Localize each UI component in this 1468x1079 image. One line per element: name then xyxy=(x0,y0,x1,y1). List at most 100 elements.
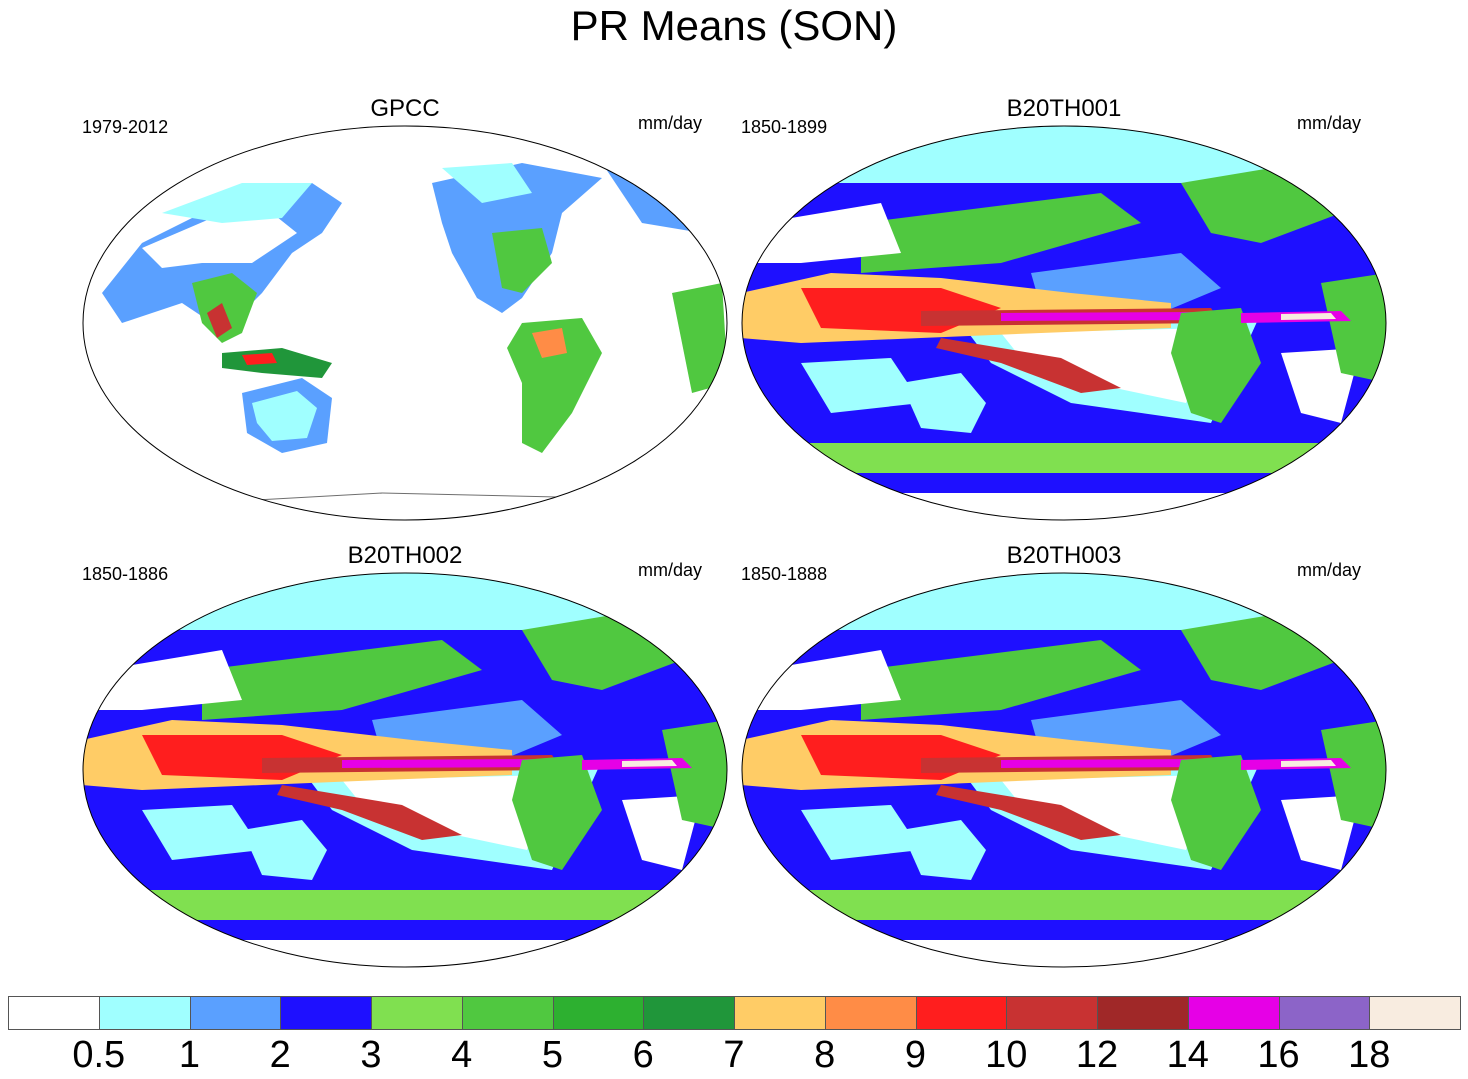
precip-spac-dry xyxy=(1001,775,1211,850)
precip-southern-storm xyxy=(83,890,727,920)
colorbar-tick-label: 0.5 xyxy=(72,1034,126,1076)
colorbar-tick-label: 3 xyxy=(360,1034,382,1076)
precip-spcz xyxy=(936,785,1121,840)
map-border xyxy=(741,572,1387,968)
colorbar-tick-label: 16 xyxy=(1257,1034,1300,1076)
colorbar-tick-label: 5 xyxy=(541,1034,564,1076)
precip-asia-dry xyxy=(92,650,242,710)
colorbar-tick-label: 1 xyxy=(178,1034,201,1076)
colorbar-swatch xyxy=(8,996,100,1030)
land-australia-dry xyxy=(252,391,317,441)
precip-australia xyxy=(901,820,986,880)
precip-spac-dry xyxy=(342,775,552,850)
precip-npac-storm xyxy=(861,193,1141,273)
land-south-america xyxy=(507,318,602,453)
colorbar-swatch xyxy=(734,996,826,1030)
panel-title: GPCC xyxy=(370,95,440,122)
map-border xyxy=(82,572,728,968)
precip-amazon xyxy=(1171,755,1261,870)
precip-polar-north xyxy=(83,573,727,630)
land-na-north xyxy=(442,163,532,203)
map-b20th001 xyxy=(741,125,1387,521)
colorbar-swatch xyxy=(189,996,282,1030)
panel-title: B20TH002 xyxy=(347,542,463,569)
colorbar-labels: 0.5 1 2 3 4 5 6 7 8 9 10 12 14 16 18 xyxy=(8,1034,1460,1079)
precip-itcz-core xyxy=(1001,759,1211,768)
precip-sindian-dry xyxy=(142,805,262,860)
precip-itcz-core xyxy=(1001,312,1211,321)
land-asia-dry xyxy=(142,213,297,268)
colorbar-tick-label: 2 xyxy=(269,1034,291,1076)
panel-b20th001: B20TH001 1850-1899 mm/day xyxy=(741,95,1401,535)
panel-title: B20TH003 xyxy=(1006,542,1122,569)
precip-southern-storm xyxy=(742,443,1386,473)
colorbar-tick-label: 14 xyxy=(1166,1034,1209,1076)
colorbar-swatch xyxy=(1369,996,1461,1030)
precip-africa xyxy=(662,720,727,830)
precip-africa xyxy=(1321,720,1386,830)
precip-amazon xyxy=(512,755,602,870)
precip-amazon xyxy=(1171,308,1261,423)
colorbar-swatch xyxy=(1006,996,1098,1030)
map-b20th002 xyxy=(82,572,728,968)
colorbar-tick-label: 12 xyxy=(1075,1034,1119,1076)
precip-spcz xyxy=(277,785,462,840)
land-siberia xyxy=(162,183,312,223)
panel-units: mm/day xyxy=(1296,560,1361,580)
land-na-east xyxy=(492,228,552,293)
colorbar-tick-label: 9 xyxy=(904,1034,927,1076)
colorbar xyxy=(8,996,1461,1030)
colorbar-tick-label: 8 xyxy=(814,1034,836,1076)
land-se-asia-wet xyxy=(207,303,232,338)
colorbar-swatch xyxy=(1097,996,1189,1030)
precip-australia xyxy=(901,373,986,433)
precip-sindian-dry xyxy=(801,805,921,860)
map-border xyxy=(82,125,728,521)
precip-spac-dry xyxy=(1001,328,1211,403)
panel-units: mm/day xyxy=(637,560,702,580)
panel-gpcc: GPCC 1979-2012 mm/day xyxy=(82,95,742,535)
panel-period: 1850-1886 xyxy=(82,564,169,584)
colorbar-swatch xyxy=(98,996,191,1030)
precip-atl-itcz-core xyxy=(622,760,677,767)
map-gpcc xyxy=(82,125,728,521)
precip-polar-north xyxy=(742,126,1386,183)
precip-npac-storm xyxy=(861,640,1141,720)
precip-spcz xyxy=(936,338,1121,393)
land-se-asia xyxy=(192,273,257,343)
map-border xyxy=(741,125,1387,521)
land-indonesia-wet xyxy=(242,353,277,365)
precip-npac-storm xyxy=(202,640,482,720)
panel-period: 1979-2012 xyxy=(82,117,169,137)
map-b20th003 xyxy=(741,572,1387,968)
land-antarctica xyxy=(180,492,644,520)
precip-antarctic xyxy=(83,940,727,967)
precip-itcz-core xyxy=(342,759,552,768)
panel-b20th003: B20TH003 1850-1888 mm/day xyxy=(741,542,1401,982)
panel-b20th002: B20TH002 1850-1886 mm/day xyxy=(82,542,742,982)
colorbar-swatch xyxy=(824,996,917,1030)
figure-title: PR Means (SON) xyxy=(570,2,898,49)
colorbar-swatch xyxy=(371,996,463,1030)
colorbar-swatch xyxy=(280,996,372,1030)
panel-units: mm/day xyxy=(637,113,702,133)
panel-period: 1850-1888 xyxy=(741,564,828,584)
precip-asia-dry xyxy=(751,203,901,263)
colorbar-swatch xyxy=(552,996,645,1030)
precip-antarctic xyxy=(742,493,1386,520)
colorbar-tick-label: 6 xyxy=(632,1034,654,1076)
precip-polar-north xyxy=(742,573,1386,630)
precip-sindian-dry xyxy=(801,358,921,413)
colorbar-tick-label: 18 xyxy=(1348,1034,1391,1076)
colorbar-tick-label: 4 xyxy=(451,1034,473,1076)
colorbar-tick-label: 10 xyxy=(985,1034,1028,1076)
land-amazon-wet xyxy=(532,328,567,358)
precip-atl-itcz-core xyxy=(1281,760,1336,767)
ocean-nodata xyxy=(83,126,727,520)
precip-antarctic xyxy=(742,940,1386,967)
colorbar-swatch xyxy=(643,996,735,1030)
precip-atl-itcz-core xyxy=(1281,313,1336,320)
precip-australia xyxy=(242,820,327,880)
land-africa xyxy=(672,283,727,393)
panel-units: mm/day xyxy=(1296,113,1361,133)
